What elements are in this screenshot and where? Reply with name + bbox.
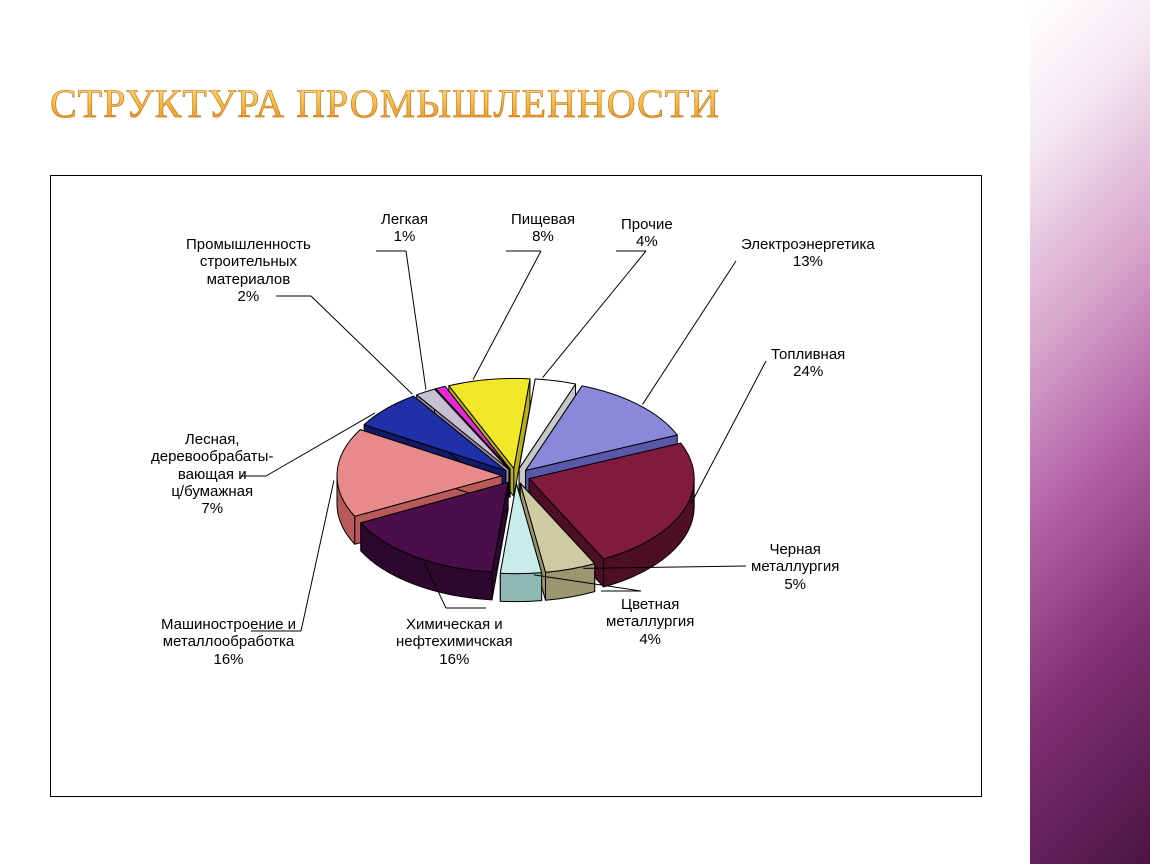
slice-label: Электроэнергетика 13% xyxy=(741,236,875,271)
pie-chart-container: Электроэнергетика 13% Топливная 24% Черная… xyxy=(50,175,982,797)
slice-label: Пищевая 8% xyxy=(511,211,575,246)
slice-label: Лесная, деревообрабаты- вающая и ц/бумаж… xyxy=(151,431,273,517)
slice-label: Цветная металлургия 4% xyxy=(606,596,694,648)
slide: СТРУКТУРА ПРОМЫШЛЕННОСТИ Электроэнергети… xyxy=(0,0,1150,864)
slice-label: Черная металлургия 5% xyxy=(751,541,839,593)
slice-label: Прочие 4% xyxy=(621,216,673,251)
slice-label: Машиностроение и металлообработка 16% xyxy=(161,616,296,668)
slice-label: Химическая и нефтехимичская 16% xyxy=(396,616,513,668)
page-title: СТРУКТУРА ПРОМЫШЛЕННОСТИ xyxy=(50,80,720,127)
slice-label: Топливная 24% xyxy=(771,346,845,381)
slice-label: Легкая 1% xyxy=(381,211,428,246)
slice-label: Промышленность строительных материалов 2… xyxy=(186,236,311,305)
decorative-gradient-bar xyxy=(1030,0,1150,864)
title-text: СТРУКТУРА ПРОМЫШЛЕННОСТИ xyxy=(50,81,720,126)
